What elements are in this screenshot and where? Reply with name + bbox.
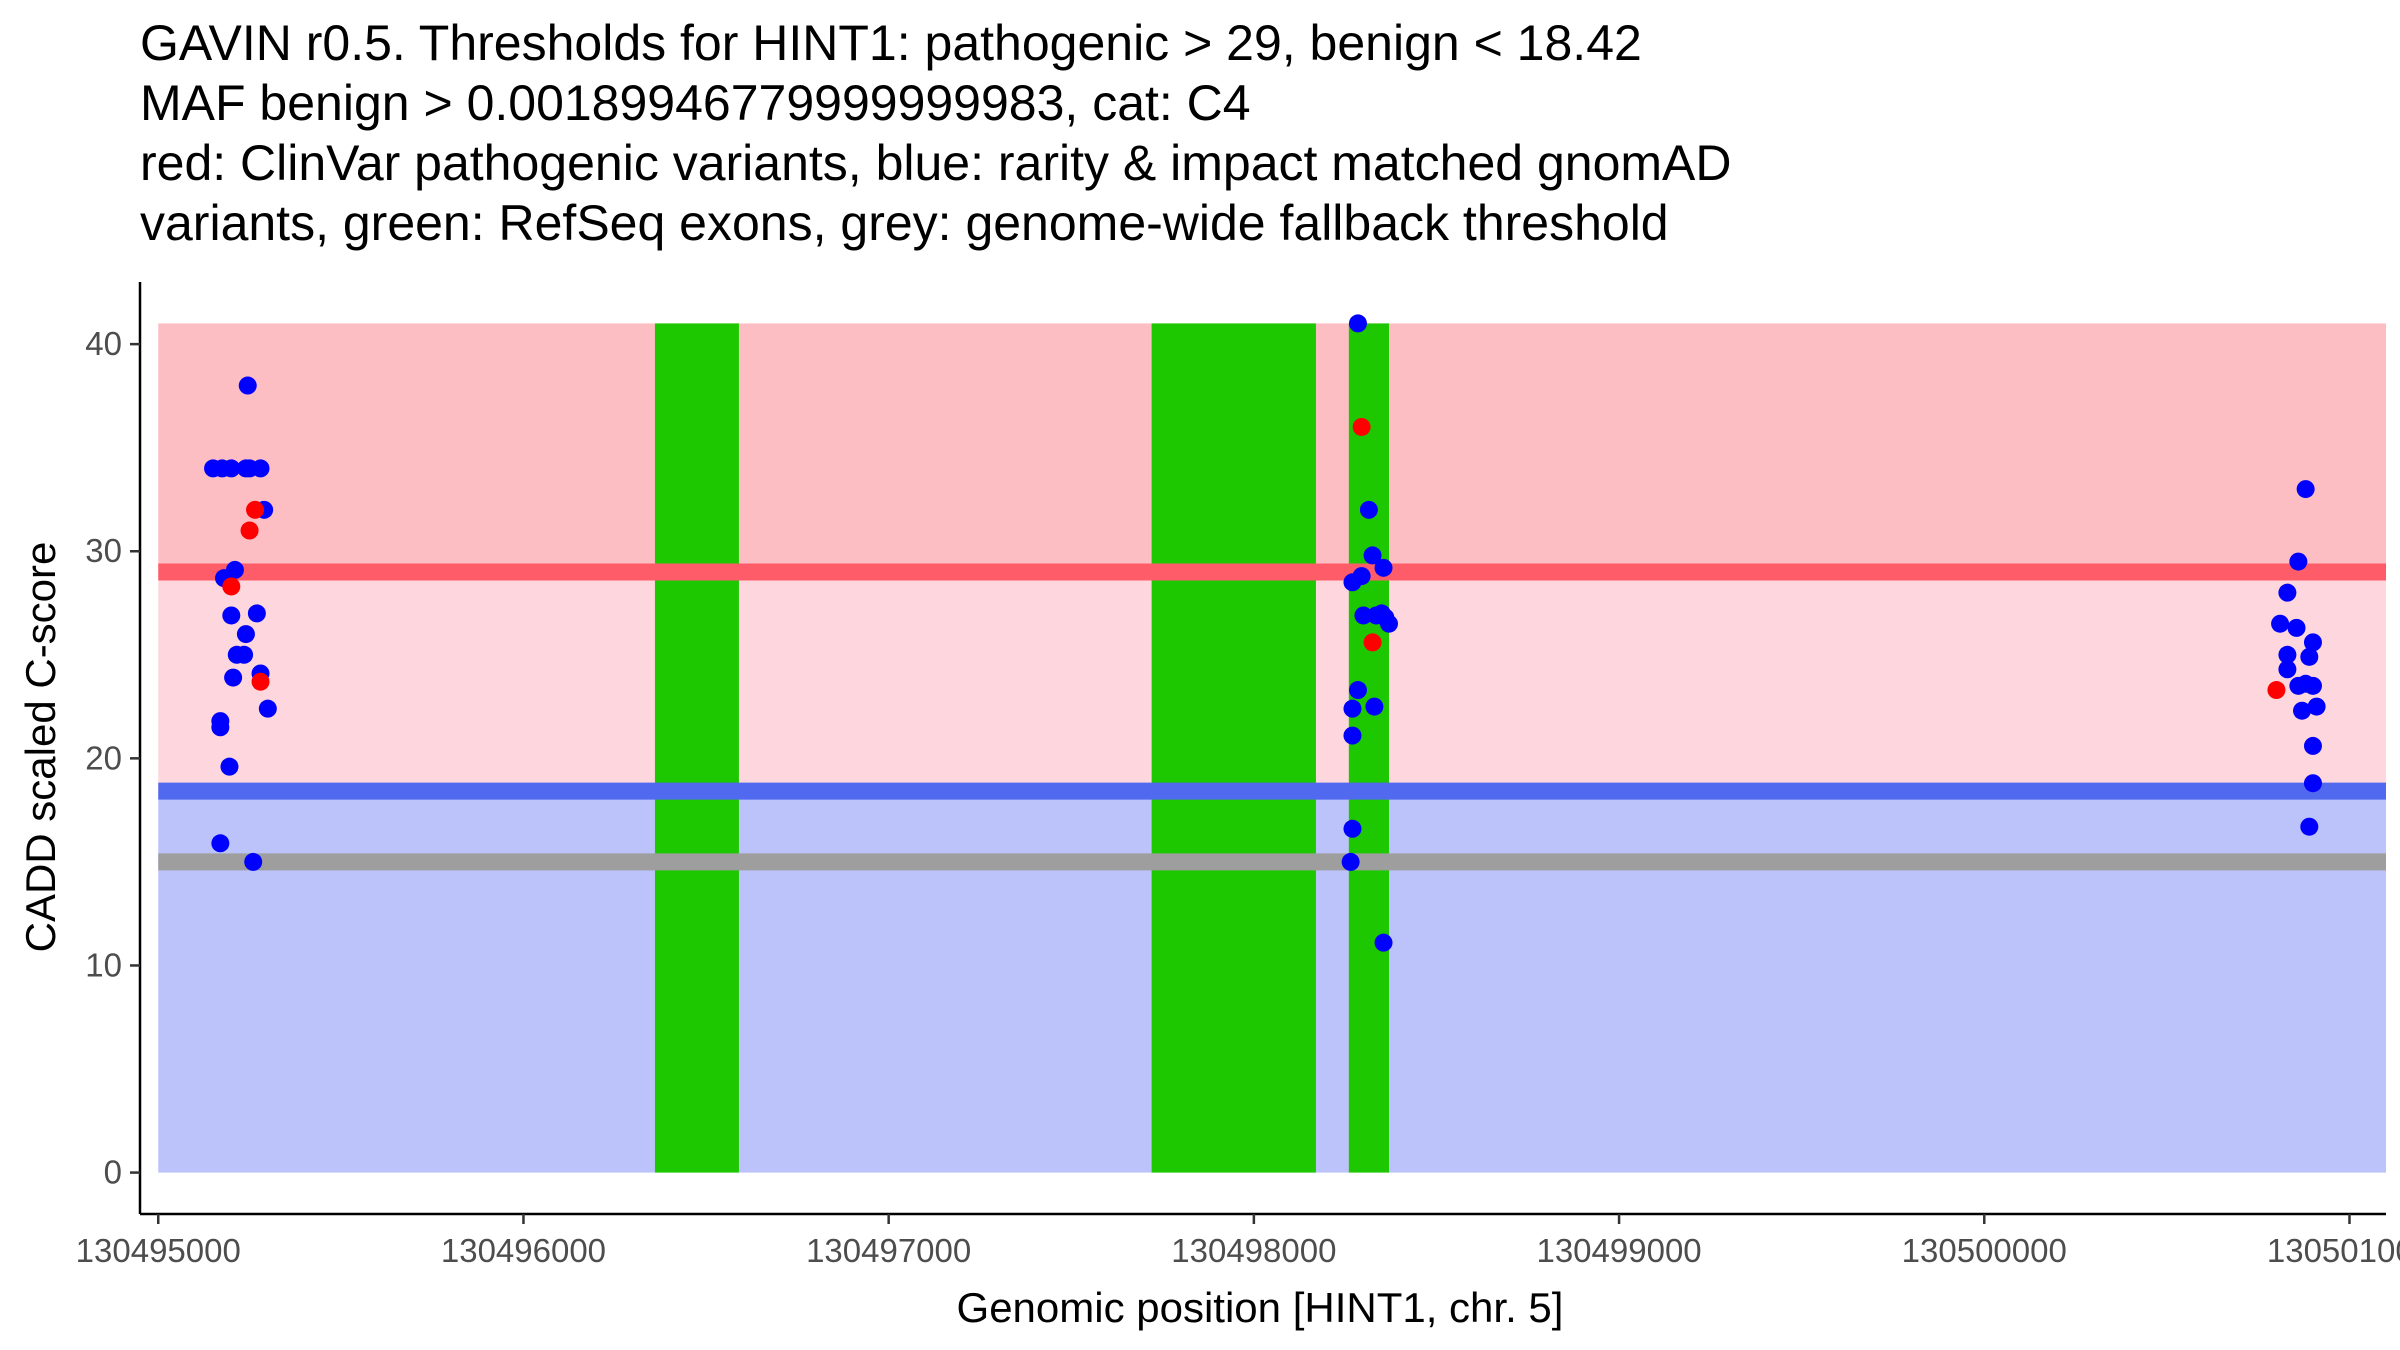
gnomad-variant-point bbox=[2287, 618, 2306, 637]
y-axis-title: CADD scaled C-score bbox=[17, 542, 64, 953]
x-tick-label: 130500000 bbox=[1902, 1232, 2067, 1269]
clinvar-variant-point bbox=[2267, 681, 2286, 700]
variant-points bbox=[204, 314, 2326, 952]
gnomad-variant-point bbox=[251, 459, 270, 478]
chart-title: GAVIN r0.5. Thresholds for HINT1: pathog… bbox=[140, 15, 1731, 251]
gnomad-variant-point bbox=[1363, 546, 1382, 565]
gnomad-variant-point bbox=[1359, 500, 1378, 519]
exon-bar bbox=[1151, 323, 1316, 1173]
x-tick-label: 130496000 bbox=[441, 1232, 606, 1269]
gnomad-variant-point bbox=[211, 834, 230, 853]
gnomad-variant-point bbox=[2278, 645, 2297, 664]
title-line-1: GAVIN r0.5. Thresholds for HINT1: pathog… bbox=[140, 15, 1642, 71]
x-tick-label: 130497000 bbox=[806, 1232, 971, 1269]
threshold-lines bbox=[158, 563, 2386, 871]
gnomad-variant-point bbox=[2307, 697, 2326, 716]
title-line-2: MAF benign > 0.00189946779999999983, cat… bbox=[140, 75, 1251, 131]
y-tick-label: 10 bbox=[85, 946, 122, 983]
gnomad-variant-point bbox=[2271, 614, 2290, 633]
gnomad-variant-point bbox=[2278, 583, 2297, 602]
y-tick-label: 30 bbox=[85, 532, 122, 569]
gnomad-variant-point bbox=[1365, 697, 1384, 716]
title-line-3: red: ClinVar pathogenic variants, blue: … bbox=[140, 135, 1731, 191]
gnomad-variant-point bbox=[1343, 726, 1362, 745]
exon-bar bbox=[654, 323, 739, 1173]
clinvar-variant-point bbox=[1352, 417, 1371, 436]
gnomad-variant-point bbox=[1374, 933, 1393, 952]
gnomad-variant-point bbox=[2293, 701, 2312, 720]
gnomad-variant-point bbox=[1341, 852, 1360, 871]
gnomad-variant-point bbox=[244, 852, 263, 871]
x-tick-label: 130498000 bbox=[1171, 1232, 1336, 1269]
gnomad-variant-point bbox=[258, 699, 277, 718]
gnomad-variant-point bbox=[1343, 819, 1362, 838]
clinvar-variant-point bbox=[251, 672, 270, 691]
gnomad-variant-point bbox=[224, 668, 243, 687]
x-tick-label: 130495000 bbox=[76, 1232, 241, 1269]
y-tick-label: 40 bbox=[85, 325, 122, 362]
title-line-4: variants, green: RefSeq exons, grey: gen… bbox=[140, 195, 1669, 251]
x-tick-label: 130499000 bbox=[1536, 1232, 1701, 1269]
gnomad-variant-point bbox=[2303, 676, 2322, 695]
gnomad-variant-point bbox=[236, 625, 255, 644]
gnomad-variant-point bbox=[2289, 552, 2308, 571]
gnomad-variant-point bbox=[211, 718, 230, 737]
gnomad-variant-point bbox=[2296, 480, 2315, 499]
gnomad-variant-point bbox=[2300, 647, 2319, 666]
gnomad-variant-point bbox=[238, 376, 257, 395]
gnomad-variant-point bbox=[2303, 633, 2322, 652]
clinvar-variant-point bbox=[240, 521, 259, 540]
gnomad-variant-point bbox=[222, 606, 241, 625]
gnomad-variant-point bbox=[1374, 558, 1393, 577]
y-tick-label: 0 bbox=[104, 1154, 122, 1191]
gnomad-variant-point bbox=[225, 560, 244, 579]
gnomad-variant-point bbox=[2303, 774, 2322, 793]
x-tick-label: 130501000 bbox=[2267, 1232, 2400, 1269]
gnomad-variant-point bbox=[247, 604, 266, 623]
gnomad-variant-point bbox=[1348, 681, 1367, 700]
gnomad-variant-point bbox=[1379, 614, 1398, 633]
gnomad-variant-point bbox=[1348, 314, 1367, 333]
clinvar-variant-point bbox=[246, 500, 265, 519]
gnomad-variant-point bbox=[2300, 817, 2319, 836]
y-tick-label: 20 bbox=[85, 739, 122, 776]
gnomad-variant-point bbox=[220, 757, 239, 776]
gnomad-variant-point bbox=[1343, 699, 1362, 718]
axes: 0 10 20 30 40 130495000 130496000 130497000 1304… bbox=[76, 282, 2400, 1269]
exon-bar bbox=[1348, 323, 1389, 1173]
x-axis-title: Genomic position [HINT1, chr. 5] bbox=[957, 1284, 1564, 1331]
exon-regions bbox=[654, 323, 1389, 1173]
gnomad-variant-point bbox=[2278, 660, 2297, 679]
clinvar-variant-point bbox=[222, 577, 241, 596]
gnomad-variant-point bbox=[1354, 606, 1373, 625]
gnomad-variant-point bbox=[2303, 736, 2322, 755]
gnomad-variant-point bbox=[222, 459, 241, 478]
gnomad-variant-point bbox=[1343, 573, 1362, 592]
clinvar-variant-point bbox=[1363, 633, 1382, 652]
gnomad-variant-point bbox=[235, 645, 254, 664]
